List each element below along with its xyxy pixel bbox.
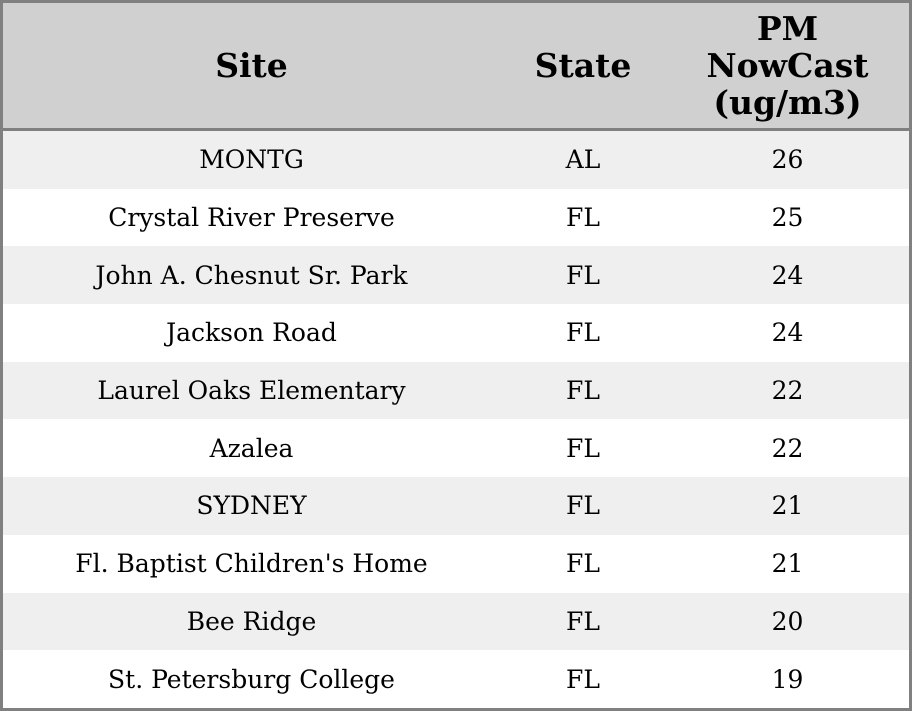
table-row: SYDNEY FL 21 <box>3 477 909 535</box>
table-cell: FL <box>500 188 666 247</box>
data-table: Site State PM NowCast (ug/m3) MONTG AL 26 Cry… <box>3 3 909 708</box>
table-row: Bee Ridge FL 20 <box>3 592 909 651</box>
table-cell: FL <box>500 361 666 420</box>
table-cell: Bee Ridge <box>3 592 500 651</box>
table-row: MONTG AL 26 <box>3 129 909 189</box>
table-cell: FL <box>500 592 666 651</box>
table-cell: FL <box>500 534 666 593</box>
table-cell: FL <box>500 419 666 478</box>
table-cell: Jackson Road <box>3 304 500 362</box>
table-cell: Fl. Baptist Children's Home <box>3 534 500 593</box>
table-cell: AL <box>500 129 666 189</box>
table-cell: FL <box>500 477 666 535</box>
table-cell: St. Petersburg College <box>3 650 500 708</box>
table-cell: MONTG <box>3 129 500 189</box>
table-cell: 22 <box>666 361 909 420</box>
table-cell: 25 <box>666 188 909 247</box>
table-row: Laurel Oaks Elementary FL 22 <box>3 361 909 420</box>
table-cell: 24 <box>666 304 909 362</box>
table-cell: 22 <box>666 419 909 478</box>
table-header: Site State PM NowCast (ug/m3) <box>3 3 909 131</box>
table-row: Fl. Baptist Children's Home FL 21 <box>3 534 909 593</box>
table-row: Crystal River Preserve FL 25 <box>3 188 909 247</box>
table-cell: SYDNEY <box>3 477 500 535</box>
table-cell: Azalea <box>3 419 500 478</box>
table-body: MONTG AL 26 Crystal River Preserve FL 25 John … <box>3 129 909 708</box>
table-cell: 21 <box>666 534 909 593</box>
table-row: Azalea FL 22 <box>3 419 909 478</box>
table-cell: 19 <box>666 650 909 708</box>
table-row: John A. Chesnut Sr. Park FL 24 <box>3 246 909 305</box>
table-cell: 20 <box>666 592 909 651</box>
table-cell: John A. Chesnut Sr. Park <box>3 246 500 305</box>
column-header: State <box>500 3 666 131</box>
table-cell: FL <box>500 650 666 708</box>
table-cell: 26 <box>666 129 909 189</box>
column-header: PM NowCast (ug/m3) <box>666 3 909 131</box>
table-cell: FL <box>500 246 666 305</box>
table-row: St. Petersburg College FL 19 <box>3 650 909 708</box>
table-cell: 24 <box>666 246 909 305</box>
table-row: Jackson Road FL 24 <box>3 304 909 362</box>
table-cell: 21 <box>666 477 909 535</box>
table-cell: Laurel Oaks Elementary <box>3 361 500 420</box>
table-cell: FL <box>500 304 666 362</box>
table-cell: Crystal River Preserve <box>3 188 500 247</box>
header-row: Site State PM NowCast (ug/m3) <box>3 3 909 131</box>
column-header: Site <box>3 3 500 131</box>
